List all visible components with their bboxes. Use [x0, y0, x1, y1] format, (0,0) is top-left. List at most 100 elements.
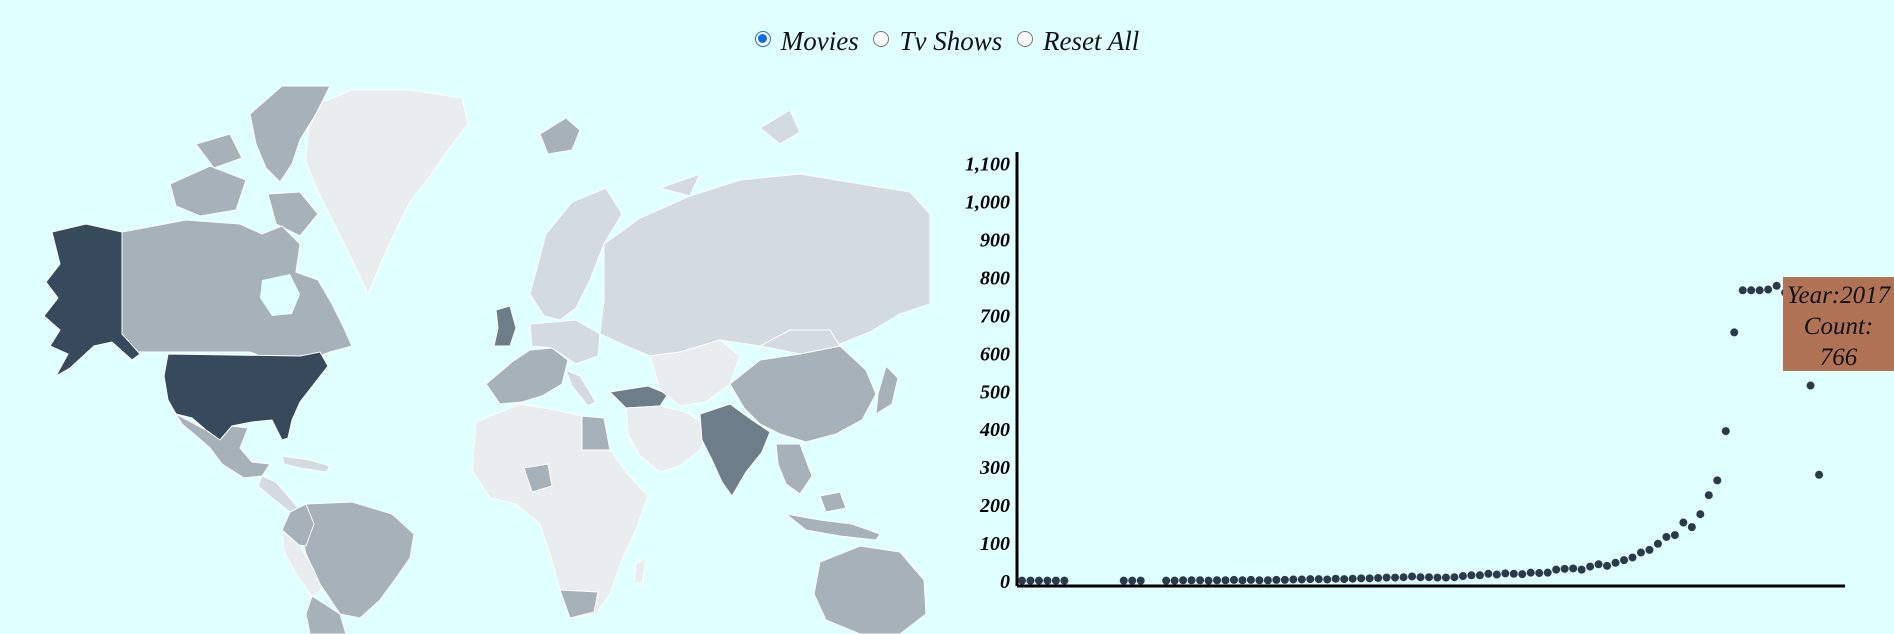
- data-point[interactable]: [1509, 569, 1518, 578]
- data-point[interactable]: [1060, 576, 1069, 585]
- country-mongolia[interactable]: [758, 329, 841, 355]
- country-uk[interactable]: [493, 305, 517, 347]
- data-point[interactable]: [1170, 576, 1179, 585]
- data-point[interactable]: [1704, 491, 1713, 500]
- country-south-africa[interactable]: [559, 589, 599, 619]
- data-point[interactable]: [1018, 576, 1026, 585]
- data-point[interactable]: [1179, 576, 1188, 585]
- data-point[interactable]: [1187, 576, 1196, 585]
- data-point[interactable]: [1806, 381, 1815, 390]
- country-iceland[interactable]: [539, 117, 581, 155]
- country-canada[interactable]: [117, 219, 353, 367]
- data-point[interactable]: [1501, 569, 1510, 578]
- data-point[interactable]: [1730, 328, 1739, 337]
- data-point[interactable]: [1221, 576, 1230, 585]
- movies-option[interactable]: Movies: [754, 26, 859, 57]
- data-point[interactable]: [1441, 573, 1450, 582]
- data-point[interactable]: [1416, 573, 1425, 582]
- data-point[interactable]: [1408, 572, 1417, 581]
- data-point[interactable]: [1552, 565, 1561, 574]
- data-point[interactable]: [1128, 576, 1137, 585]
- data-point[interactable]: [1620, 556, 1629, 565]
- tv-shows-option[interactable]: Tv Shows: [873, 26, 1002, 57]
- country-alaska[interactable]: [43, 223, 141, 378]
- data-point[interactable]: [1246, 575, 1255, 584]
- data-point[interactable]: [1687, 523, 1696, 532]
- data-point[interactable]: [1543, 568, 1552, 577]
- data-point[interactable]: [1289, 575, 1298, 584]
- data-point[interactable]: [1458, 572, 1467, 581]
- data-point[interactable]: [1467, 571, 1476, 580]
- data-point[interactable]: [1331, 574, 1340, 583]
- data-point[interactable]: [1577, 565, 1586, 574]
- data-point[interactable]: [1026, 576, 1035, 585]
- data-point[interactable]: [1492, 570, 1501, 579]
- data-point[interactable]: [1679, 518, 1688, 527]
- data-point[interactable]: [1475, 571, 1484, 580]
- country-russia-north[interactable]: [658, 109, 801, 197]
- country-middle-east[interactable]: [625, 405, 711, 473]
- country-central-america[interactable]: [257, 475, 299, 513]
- data-point[interactable]: [1450, 573, 1459, 582]
- data-point[interactable]: [1119, 576, 1128, 585]
- data-point[interactable]: [1280, 575, 1289, 584]
- country-france-spain[interactable]: [485, 347, 569, 405]
- data-point[interactable]: [1374, 573, 1383, 582]
- tv-shows-radio[interactable]: [873, 31, 890, 47]
- country-argentina[interactable]: [305, 595, 347, 634]
- data-point[interactable]: [1306, 575, 1315, 584]
- country-mexico[interactable]: [174, 412, 271, 479]
- data-point[interactable]: [1484, 569, 1493, 578]
- country-brazil[interactable]: [299, 501, 415, 619]
- data-point[interactable]: [1391, 573, 1400, 582]
- country-nigeria[interactable]: [523, 463, 553, 493]
- data-point[interactable]: [1399, 573, 1408, 582]
- data-point[interactable]: [1628, 553, 1637, 562]
- data-point[interactable]: [1636, 548, 1645, 557]
- data-point[interactable]: [1229, 575, 1238, 584]
- data-point[interactable]: [1764, 285, 1773, 294]
- data-point[interactable]: [1051, 576, 1060, 585]
- data-point[interactable]: [1653, 539, 1662, 548]
- data-point[interactable]: [1213, 576, 1222, 585]
- data-point[interactable]: [1696, 510, 1705, 519]
- country-egypt[interactable]: [581, 415, 611, 451]
- data-point[interactable]: [1297, 575, 1306, 584]
- data-point[interactable]: [1196, 576, 1205, 585]
- data-point[interactable]: [1204, 576, 1213, 585]
- reset-all-radio[interactable]: [1017, 31, 1033, 47]
- data-point[interactable]: [1603, 561, 1612, 570]
- data-point[interactable]: [1348, 574, 1357, 583]
- data-point[interactable]: [1738, 286, 1747, 295]
- tv-shows-label[interactable]: Tv Shows: [899, 26, 1003, 56]
- data-point[interactable]: [1535, 569, 1544, 578]
- data-point[interactable]: [1382, 573, 1391, 582]
- country-indonesia[interactable]: [785, 491, 881, 541]
- data-point[interactable]: [1569, 564, 1578, 573]
- data-point[interactable]: [1263, 576, 1272, 585]
- data-point[interactable]: [1043, 576, 1052, 585]
- data-point[interactable]: [1323, 575, 1332, 584]
- data-point[interactable]: [1272, 575, 1281, 584]
- data-point[interactable]: [1815, 470, 1824, 479]
- country-madagascar[interactable]: [633, 557, 647, 585]
- data-point[interactable]: [1645, 545, 1654, 554]
- data-point[interactable]: [1136, 576, 1145, 585]
- data-point[interactable]: [1594, 560, 1603, 569]
- country-peru[interactable]: [281, 528, 323, 597]
- data-point[interactable]: [1433, 573, 1442, 582]
- country-russia[interactable]: [599, 173, 930, 357]
- country-canada-islands[interactable]: [169, 85, 331, 237]
- data-point[interactable]: [1586, 562, 1595, 571]
- country-italy[interactable]: [565, 369, 597, 407]
- country-australia[interactable]: [813, 545, 927, 634]
- reset-all-option[interactable]: Reset All: [1017, 26, 1139, 57]
- data-point[interactable]: [1314, 575, 1323, 584]
- data-point[interactable]: [1560, 564, 1569, 573]
- data-point[interactable]: [1365, 574, 1374, 583]
- data-point[interactable]: [1721, 427, 1730, 436]
- data-point[interactable]: [1755, 286, 1764, 295]
- country-turkey[interactable]: [608, 385, 669, 409]
- country-india[interactable]: [699, 403, 771, 497]
- data-point[interactable]: [1713, 476, 1722, 485]
